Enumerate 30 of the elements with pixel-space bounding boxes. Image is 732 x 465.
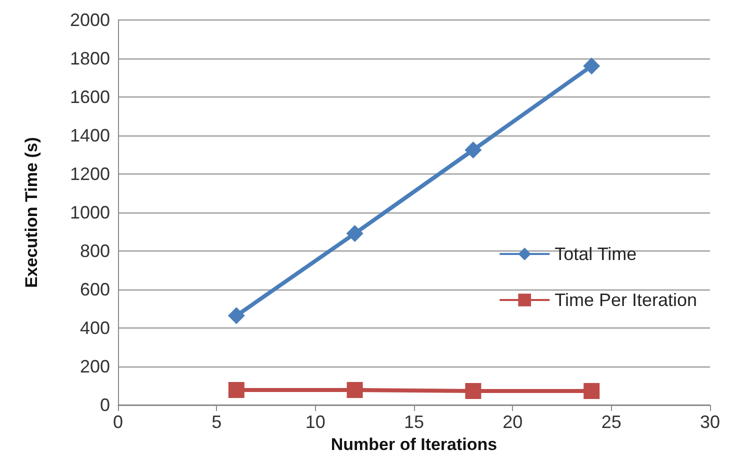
legend-label: Total Time: [554, 244, 637, 264]
x-tick-label: 10: [305, 412, 326, 432]
point: [584, 382, 600, 399]
point: [583, 58, 600, 75]
point: [464, 141, 482, 158]
point: [346, 224, 364, 242]
x-tick-label: 15: [404, 412, 424, 432]
y-tick-label: 0: [100, 395, 110, 415]
x-axis-title: Number of Iterations: [330, 434, 498, 454]
x-tick-label: 0: [112, 412, 124, 432]
y-tick-label: 400: [80, 318, 110, 338]
y-tick-label: 600: [80, 280, 110, 300]
y-tick-label: 200: [80, 356, 110, 376]
x-tick-label: 30: [700, 412, 720, 432]
x-tick-label: 5: [212, 412, 222, 432]
y-tick-label: 2000: [70, 10, 110, 30]
point: [465, 382, 482, 399]
y-tick-label: 800: [80, 241, 110, 261]
y-axis-title: Execution Time (s): [22, 137, 41, 288]
y-tick-label: 1800: [70, 48, 110, 68]
x-tick-label: 25: [601, 412, 622, 432]
y-tick-label: 1200: [70, 164, 110, 184]
point: [228, 307, 245, 324]
y-tick-label: 1600: [70, 87, 110, 107]
point: [228, 382, 244, 398]
legend-label: Time Per Iteration: [554, 290, 698, 310]
point: [346, 382, 363, 398]
y-tick-label: 1000: [70, 202, 110, 222]
x-tick-label: 20: [502, 412, 523, 432]
y-tick-label: 1400: [70, 126, 110, 146]
